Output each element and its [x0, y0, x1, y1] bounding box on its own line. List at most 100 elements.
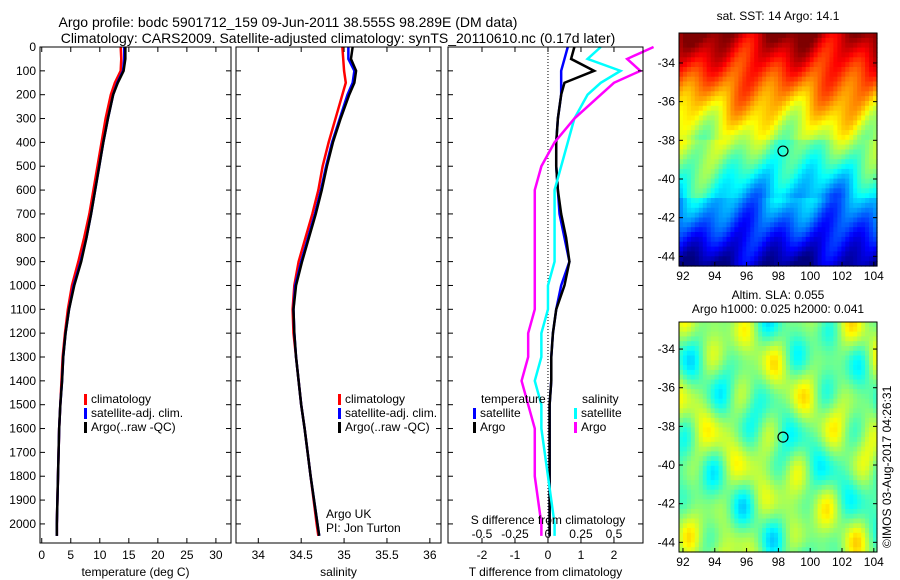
map-cell [817, 413, 823, 419]
map-cell [861, 188, 866, 194]
map-cell [738, 489, 743, 496]
map-cell [750, 451, 755, 457]
map-cell [683, 144, 688, 151]
map-cell [837, 227, 842, 233]
map-cell [789, 451, 795, 457]
map-cell [789, 202, 795, 209]
map-cell [758, 494, 763, 500]
map-cell [778, 484, 783, 491]
map-cell [738, 81, 743, 87]
map-cell [865, 326, 870, 333]
map-cell [706, 42, 712, 49]
map-cell [742, 369, 747, 376]
map-cell [809, 484, 815, 491]
map-cell [754, 105, 759, 112]
map-cell [817, 417, 823, 424]
map-cell [873, 86, 878, 92]
map-cell [785, 480, 791, 486]
map-cell [730, 52, 736, 58]
map-cell [817, 134, 823, 141]
map-cell [710, 81, 716, 87]
map-cell [718, 42, 724, 49]
map-cell [805, 513, 811, 520]
map-cell [766, 427, 771, 433]
map-cell [774, 183, 779, 189]
map-cell [730, 207, 736, 214]
map-cell [722, 461, 728, 467]
map-cell [742, 480, 747, 486]
map-cell [837, 542, 842, 548]
map-cell [865, 193, 870, 199]
map-cell [770, 393, 775, 400]
map-cell [762, 188, 767, 194]
map-cell [837, 164, 842, 170]
map-cell [865, 164, 870, 170]
map-cell [817, 246, 823, 253]
map-cell [710, 217, 716, 223]
map-cell [710, 475, 716, 481]
map-cell [782, 144, 787, 151]
map-cell [809, 154, 815, 160]
map-cell [750, 154, 755, 160]
map-cell [730, 159, 736, 165]
map-cell [829, 76, 835, 83]
map-cell [742, 120, 747, 126]
map-cell [809, 139, 815, 146]
map-cell [742, 408, 747, 414]
map-cell [726, 139, 732, 146]
map-cell [702, 246, 708, 253]
map-cell [686, 369, 692, 376]
map-cell [873, 246, 878, 253]
map-cell [754, 417, 759, 424]
map-cell [841, 178, 846, 185]
map-cell [679, 456, 684, 462]
map-cell [683, 198, 688, 204]
map-cell [750, 365, 755, 371]
map-cell [738, 389, 743, 395]
map-cell [793, 159, 799, 165]
map-cell [829, 341, 835, 347]
map-cell [714, 76, 720, 83]
map-cell [813, 322, 819, 328]
map-cell [785, 42, 791, 49]
map-cell [841, 144, 846, 151]
map-cell [825, 341, 831, 347]
map-cell [730, 86, 736, 92]
map-cell [813, 173, 819, 180]
map-cell [694, 168, 700, 175]
map-cell [762, 91, 767, 97]
map-cell [821, 461, 827, 467]
map-cell [782, 537, 787, 543]
map-cell [793, 232, 799, 238]
map-cell [789, 236, 795, 243]
map-cell [797, 115, 803, 121]
map-cell [722, 437, 728, 443]
map-cell [766, 261, 771, 267]
map-cell [837, 437, 842, 443]
map-cell [762, 217, 767, 223]
map-cell [754, 408, 759, 414]
map-cell [710, 42, 716, 49]
x-tick-label: 36 [423, 548, 437, 562]
map-cell [750, 346, 755, 352]
map-cell [730, 105, 736, 112]
map-cell [770, 67, 775, 73]
map-cell [849, 326, 854, 333]
map-cell [778, 217, 783, 223]
map-cell [801, 346, 807, 352]
map-cell [778, 241, 783, 248]
map-cell [774, 52, 779, 58]
map-cell [861, 437, 866, 443]
map-cell [813, 518, 819, 524]
map-cell [690, 256, 696, 262]
map-cell [706, 198, 712, 204]
map-cell [782, 202, 787, 209]
map-cell [805, 398, 811, 405]
map-cell [813, 480, 819, 486]
map-cell [698, 542, 704, 548]
map-cell [805, 341, 811, 347]
map-cell [853, 384, 858, 390]
map-cell [845, 183, 850, 189]
map-cell [698, 227, 704, 233]
map-cell [857, 183, 862, 189]
